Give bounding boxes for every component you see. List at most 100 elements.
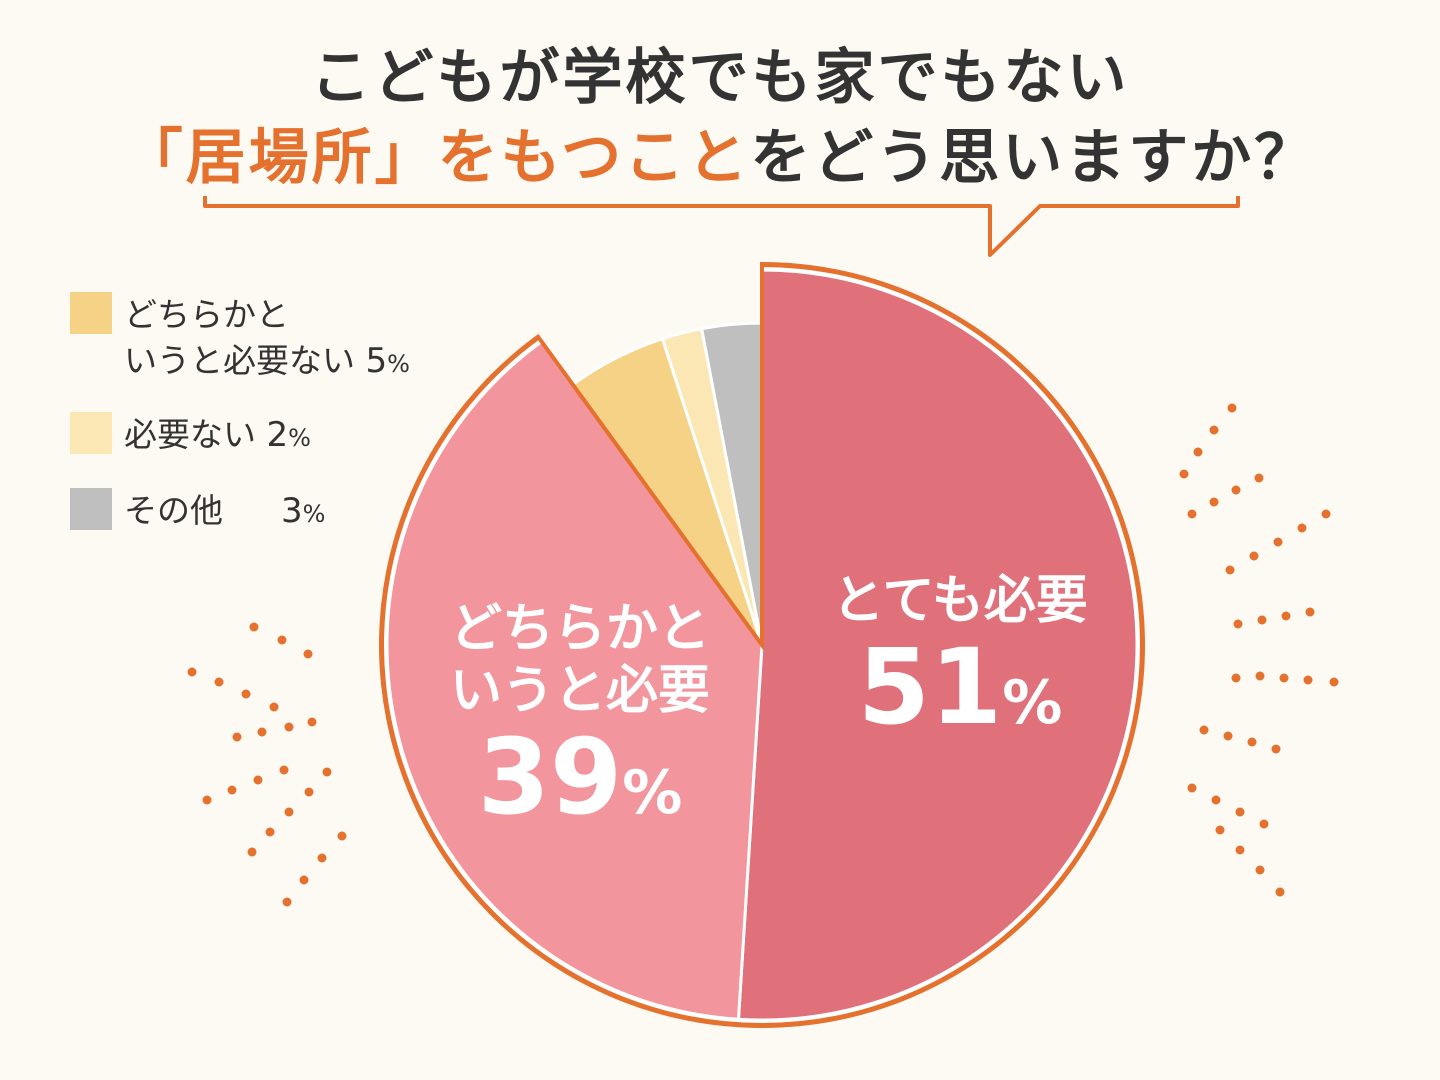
decor-right-dot (1249, 551, 1259, 561)
decor-left-dot (303, 649, 313, 659)
decor-right-dot (1223, 731, 1233, 741)
legend-value: 2 (266, 415, 289, 455)
slice-value-unit: % (622, 758, 683, 828)
decor-left-dot (277, 635, 287, 645)
decor-left-dot (337, 831, 347, 841)
decor-right-dot (1254, 473, 1264, 483)
legend-unit: % (387, 350, 410, 378)
decor-left-dot (227, 785, 237, 795)
decor-left-dot (322, 767, 332, 777)
decor-right-dot (1227, 403, 1237, 413)
pie-notch-outline (535, 262, 764, 652)
decor-right-dot (1199, 725, 1209, 735)
title-highlight: 「居場所」をもつこと (122, 123, 751, 193)
slice-very-necessary (736, 268, 1139, 1022)
slice-label-value: 39% (420, 722, 740, 848)
decor-right-dot (1179, 469, 1189, 479)
legend-item-somewhat-unnecessary: どちらかと いうと必要ない 5% (70, 292, 410, 387)
slice-somewhat-necessary (385, 340, 764, 1021)
decor-dots-left (187, 622, 347, 907)
decor-left-dot (247, 847, 257, 857)
decor-left-dot (257, 727, 267, 737)
legend-swatch (70, 412, 112, 454)
slice-label-name: とても必要 (832, 571, 1088, 631)
decor-left-dot (284, 722, 294, 732)
legend-item-unnecessary: 必要ない 2% (70, 412, 311, 461)
decor-right-dot (1187, 509, 1197, 519)
slice-label-name-line1: どちらかと (449, 599, 710, 659)
decor-left-dot (269, 702, 279, 712)
legend-label-line1: どちらかと (124, 295, 289, 334)
legend-label: どちらかと いうと必要ない 5% (124, 292, 410, 387)
legend-unit: % (302, 500, 326, 528)
decor-right-dot (1211, 795, 1221, 805)
decor-right-dot (1305, 607, 1315, 617)
decor-left-dot (265, 827, 275, 837)
decor-right-dot (1303, 675, 1313, 685)
legend-value: 5 (365, 341, 388, 381)
decor-right-dot (1271, 744, 1281, 754)
decor-right-dot (1235, 845, 1245, 855)
decor-left-dot (214, 677, 224, 687)
legend-label-text: その他 (124, 491, 223, 530)
decor-right-dot (1225, 565, 1235, 575)
decor-right-dot (1279, 673, 1289, 683)
title-rest: をどう思いますか？ (750, 123, 1318, 193)
legend-label-text: いうと必要ない (124, 341, 355, 380)
legend-label-line2: いうと必要ない 5% (124, 338, 410, 387)
decor-left-dot (202, 795, 212, 805)
decor-right-dot (1233, 619, 1243, 629)
title-speech-underline (203, 196, 1240, 257)
decor-right-dot (1255, 865, 1265, 875)
decor-left-dot (317, 853, 327, 863)
legend-item-other: その他 3% (70, 488, 325, 537)
decor-right-dot (1275, 887, 1285, 897)
decor-dots-right (1179, 403, 1339, 897)
slice-value-number: 39 (477, 716, 623, 838)
decor-right-dot (1259, 819, 1269, 829)
decor-left-dot (241, 689, 251, 699)
decor-left-dot (232, 732, 242, 742)
decor-left-dot (284, 807, 294, 817)
slice-label-very-necessary: とても必要 51% (800, 570, 1120, 758)
legend-value: 3 (281, 491, 303, 531)
decor-right-dot (1273, 537, 1283, 547)
decor-right-dot (1187, 783, 1197, 793)
decor-right-dot (1247, 737, 1257, 747)
decor-left-dot (299, 875, 309, 885)
legend-label: その他 3% (124, 488, 325, 537)
decor-right-dot (1231, 673, 1241, 683)
pie-slices (379, 258, 1145, 1028)
decor-right-dot (1329, 677, 1339, 687)
chart-title-line1: こどもが学校でも家でもない (310, 43, 1130, 113)
legend-swatch (70, 292, 112, 334)
decor-right-dot (1215, 825, 1225, 835)
decor-right-dot (1281, 611, 1291, 621)
decor-right-dot (1193, 447, 1203, 457)
decor-right-dot (1321, 509, 1331, 519)
decor-left-dot (282, 897, 292, 907)
decor-right-dot (1235, 807, 1245, 817)
legend-unit: % (288, 424, 311, 452)
legend-label-text: 必要ない (124, 415, 256, 454)
legend-label: 必要ない 2% (124, 412, 311, 461)
decor-left-dot (187, 667, 197, 677)
slice-label-name-line2: いうと必要 (449, 661, 710, 721)
slice-label-somewhat-necessary: どちらかと いうと必要 39% (420, 598, 740, 848)
slice-value-unit: % (1002, 668, 1063, 738)
decor-left-dot (304, 787, 314, 797)
decor-right-dot (1209, 497, 1219, 507)
decor-right-dot (1209, 425, 1219, 435)
decor-left-dot (253, 775, 263, 785)
slice-label-value: 51% (800, 632, 1120, 758)
decor-right-dot (1257, 615, 1267, 625)
decor-right-dot (1255, 671, 1265, 681)
decor-left-dot (279, 765, 289, 775)
decor-right-dot (1231, 485, 1241, 495)
chart-title-line2: 「居場所」をもつことをどう思いますか？ (0, 128, 1440, 188)
decor-right-dot (1297, 523, 1307, 533)
legend-swatch (70, 488, 112, 530)
slice-value-number: 51 (857, 626, 1003, 748)
decor-left-dot (307, 717, 317, 727)
